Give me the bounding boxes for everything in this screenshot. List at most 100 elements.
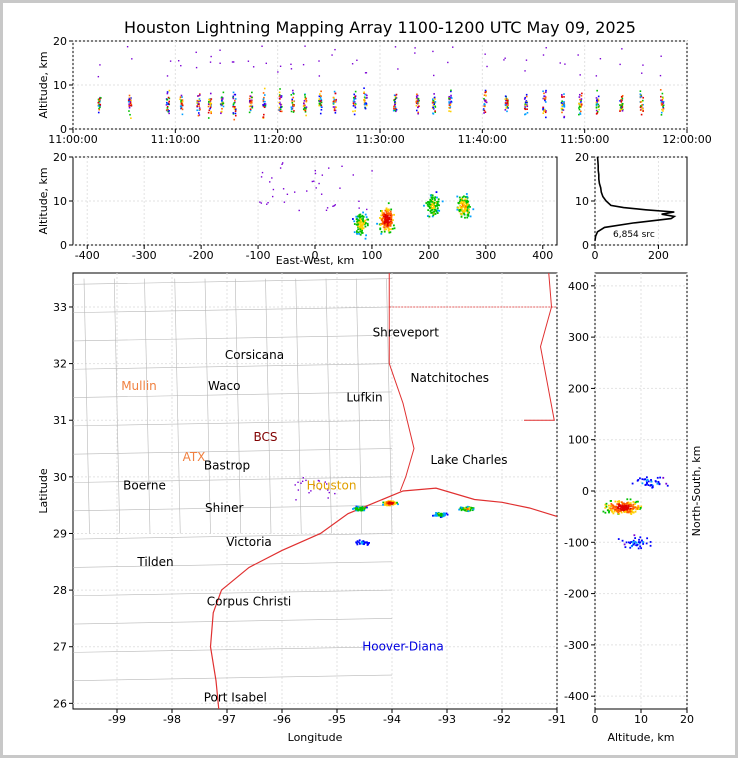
- county-boundary: [72, 589, 393, 597]
- lightning-source: [280, 95, 283, 97]
- lightning-source: [580, 98, 583, 100]
- lightning-source: [363, 99, 365, 101]
- lightning-source: [220, 112, 222, 115]
- lightning-source: [431, 208, 434, 211]
- lightning-source: [416, 94, 419, 97]
- lightning-source: [617, 506, 619, 509]
- lightning-source: [269, 181, 271, 183]
- lightning-source: [595, 97, 598, 99]
- lightning-source: [320, 105, 322, 108]
- lightning-source: [383, 224, 386, 227]
- lightning-source: [364, 97, 366, 100]
- lightning-source: [465, 201, 468, 203]
- lightning-source: [617, 511, 620, 514]
- lightning-source: [483, 99, 486, 101]
- lightning-source: [234, 112, 237, 115]
- lightning-source: [433, 201, 436, 204]
- lightning-source: [365, 97, 367, 99]
- lightning-source: [639, 477, 641, 480]
- lightning-source: [416, 96, 418, 99]
- lightning-source: [621, 106, 624, 108]
- lightning-source: [386, 220, 389, 223]
- lightning-source: [460, 202, 462, 205]
- lightning-source: [635, 508, 638, 511]
- lightning-source: [279, 88, 281, 90]
- lightning-source: [484, 89, 487, 92]
- x-tick-label: -400: [75, 249, 100, 262]
- lightning-source: [578, 102, 580, 105]
- lightning-source: [364, 107, 367, 110]
- lightning-source: [544, 110, 546, 112]
- lightning-source: [232, 91, 235, 94]
- lightning-source: [658, 483, 661, 486]
- lightning-source: [364, 237, 367, 240]
- lightning-source: [526, 108, 528, 111]
- lightning-source: [364, 213, 367, 216]
- lightning-source: [248, 101, 251, 103]
- lightning-source: [389, 212, 392, 215]
- lightning-source: [460, 207, 463, 210]
- lightning-source: [355, 215, 358, 218]
- lightning-source: [332, 102, 335, 104]
- lightning-source: [463, 207, 466, 210]
- lightning-source: [388, 501, 391, 504]
- lightning-source: [434, 514, 437, 517]
- x-tick-label: 20: [680, 713, 694, 726]
- lightning-source: [459, 204, 462, 207]
- lightning-source: [391, 502, 394, 504]
- lightning-source: [359, 213, 362, 216]
- lightning-source: [387, 503, 390, 506]
- lightning-source: [580, 105, 582, 108]
- lightning-source: [358, 221, 361, 224]
- county-boundary: [72, 391, 393, 398]
- lightning-source: [127, 99, 130, 101]
- lightning-source: [640, 106, 643, 109]
- lightning-source: [645, 483, 647, 486]
- city-label: Victoria: [226, 535, 272, 549]
- lightning-source: [232, 113, 235, 115]
- lightning-source: [506, 98, 509, 100]
- lightning-source: [433, 207, 436, 209]
- lightning-source: [351, 218, 354, 220]
- city-label: ATX: [183, 450, 206, 464]
- lightning-source: [524, 96, 527, 99]
- lightning-source: [387, 212, 390, 214]
- lightning-source: [632, 501, 635, 503]
- lightning-source: [466, 505, 469, 508]
- lightning-source: [597, 99, 600, 102]
- lightning-source: [334, 492, 336, 495]
- lightning-source: [458, 210, 461, 213]
- lightning-source: [560, 102, 563, 104]
- lightning-source: [469, 509, 471, 512]
- lightning-source: [383, 214, 386, 217]
- lightning-source: [249, 100, 252, 102]
- lightning-source: [290, 94, 293, 96]
- lightning-source: [616, 500, 619, 503]
- lightning-source: [449, 103, 452, 105]
- lightning-source: [614, 500, 617, 503]
- y-tick-label: 0: [60, 123, 67, 136]
- lightning-source: [620, 98, 622, 101]
- lightning-source: [426, 203, 429, 206]
- lightning-source: [624, 546, 627, 549]
- lightning-source: [456, 208, 459, 211]
- lightning-source: [579, 112, 581, 114]
- lightning-source: [432, 214, 435, 217]
- lightning-source: [297, 489, 300, 491]
- y-tick-label: 28: [53, 584, 67, 597]
- lightning-source: [638, 507, 641, 510]
- lightning-source: [544, 111, 547, 114]
- lightning-source: [633, 506, 635, 509]
- lightning-source: [387, 208, 390, 211]
- lightning-source: [334, 99, 337, 101]
- lightning-source: [647, 484, 650, 486]
- lightning-source: [318, 98, 321, 100]
- lightning-source: [320, 90, 322, 93]
- lightning-source: [247, 60, 250, 62]
- lightning-source: [318, 60, 320, 62]
- lightning-source: [448, 98, 451, 101]
- east-west-xlabel: East-West, km: [276, 254, 354, 267]
- lightning-source: [168, 100, 170, 103]
- lightning-source: [208, 101, 210, 104]
- north-south-ylabel: North-South, km: [690, 446, 703, 537]
